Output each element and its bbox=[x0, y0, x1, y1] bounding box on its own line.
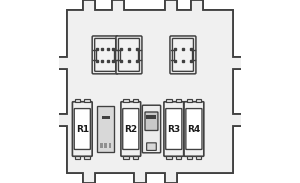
Bar bbox=[75, 156, 80, 159]
Bar bbox=[67, 10, 233, 173]
Bar bbox=[57, 57, 67, 69]
FancyBboxPatch shape bbox=[164, 102, 184, 156]
Bar bbox=[133, 99, 138, 102]
Bar bbox=[124, 99, 129, 102]
Bar bbox=[100, 143, 103, 148]
FancyBboxPatch shape bbox=[74, 109, 90, 150]
Bar bbox=[57, 114, 67, 126]
Bar bbox=[124, 156, 129, 159]
Bar bbox=[167, 156, 172, 159]
Bar bbox=[134, 173, 146, 183]
FancyBboxPatch shape bbox=[172, 38, 194, 71]
Bar bbox=[233, 114, 243, 126]
Bar bbox=[167, 99, 172, 102]
Bar bbox=[165, 173, 177, 183]
Bar bbox=[75, 99, 80, 102]
Bar bbox=[165, 0, 177, 10]
Bar bbox=[146, 115, 156, 119]
Bar bbox=[114, 50, 117, 60]
Bar bbox=[138, 50, 141, 60]
Bar bbox=[83, 0, 94, 10]
Bar bbox=[192, 50, 195, 60]
Bar bbox=[176, 156, 181, 159]
Bar bbox=[196, 156, 201, 159]
Bar bbox=[196, 99, 201, 102]
Text: R1: R1 bbox=[76, 124, 89, 134]
Bar bbox=[187, 156, 192, 159]
Bar bbox=[93, 50, 96, 60]
Bar bbox=[176, 99, 181, 102]
FancyBboxPatch shape bbox=[170, 36, 196, 74]
Bar bbox=[84, 156, 90, 159]
Bar bbox=[102, 116, 110, 119]
Polygon shape bbox=[57, 0, 243, 183]
Bar bbox=[84, 99, 90, 102]
Text: R3: R3 bbox=[167, 124, 180, 134]
Bar bbox=[112, 0, 124, 10]
Bar bbox=[171, 50, 174, 60]
FancyBboxPatch shape bbox=[123, 109, 139, 150]
Bar bbox=[117, 50, 120, 60]
Bar bbox=[83, 173, 94, 183]
FancyBboxPatch shape bbox=[147, 143, 156, 150]
Bar bbox=[133, 156, 138, 159]
FancyBboxPatch shape bbox=[72, 102, 92, 156]
FancyBboxPatch shape bbox=[166, 109, 182, 150]
Bar bbox=[98, 106, 114, 152]
Bar bbox=[104, 143, 107, 148]
FancyBboxPatch shape bbox=[92, 36, 118, 74]
FancyBboxPatch shape bbox=[186, 109, 202, 150]
Text: R4: R4 bbox=[187, 124, 200, 134]
FancyBboxPatch shape bbox=[184, 102, 204, 156]
Bar bbox=[187, 99, 192, 102]
FancyBboxPatch shape bbox=[116, 36, 142, 74]
FancyBboxPatch shape bbox=[121, 102, 141, 156]
Bar bbox=[191, 0, 203, 10]
FancyBboxPatch shape bbox=[145, 112, 158, 130]
FancyBboxPatch shape bbox=[95, 38, 116, 71]
Bar bbox=[109, 143, 111, 148]
Bar bbox=[233, 57, 243, 69]
Text: R2: R2 bbox=[124, 124, 137, 134]
FancyBboxPatch shape bbox=[142, 105, 160, 153]
FancyBboxPatch shape bbox=[118, 38, 140, 71]
